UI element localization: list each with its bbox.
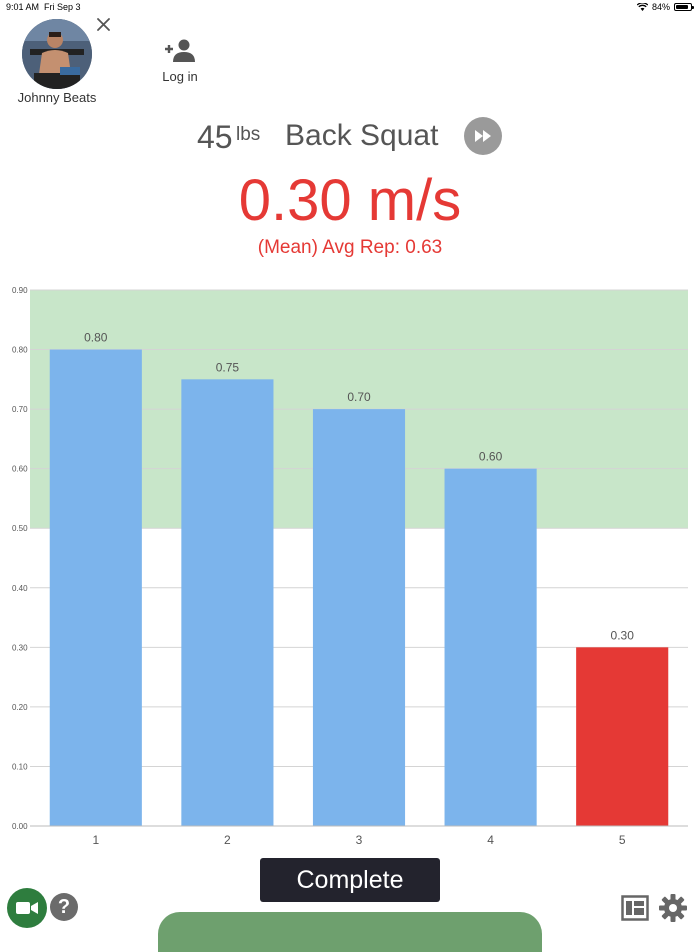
fast-forward-icon — [475, 130, 491, 142]
exercise-name: Back Squat — [285, 119, 439, 152]
bottom-action-bar[interactable] — [158, 912, 542, 952]
complete-button[interactable]: Complete — [260, 858, 440, 902]
battery-icon — [674, 3, 694, 11]
bar — [312, 409, 406, 826]
x-tick-label: 2 — [224, 833, 231, 847]
velocity-bar-chart: 0.00 0.10 0.20 0.30 0.40 0.50 0.60 0.70 0.80 0.90… — [12, 286, 688, 847]
gear-icon — [659, 894, 687, 922]
y-tick-label: 0.90 — [12, 286, 28, 295]
avg-rep-velocity: (Mean) Avg Rep: 0.63 — [257, 237, 443, 258]
help-button[interactable]: ? — [50, 893, 78, 921]
exercise-weight-unit: lbs — [236, 124, 261, 145]
avatar-image — [22, 19, 92, 89]
bar — [181, 379, 274, 826]
login-label: Log in — [162, 69, 198, 84]
battery-percent: 84% — [651, 2, 670, 12]
y-tick-label: 0.60 — [12, 465, 28, 474]
skip-button[interactable] — [464, 117, 502, 155]
settings-button[interactable] — [658, 893, 688, 923]
current-velocity: 0.30 m/s — [238, 168, 462, 233]
x-tick-label: 5 — [619, 833, 626, 847]
avatar[interactable] — [22, 19, 92, 89]
y-tick-label: 0.30 — [12, 643, 28, 652]
y-tick-label: 0.50 — [12, 524, 28, 533]
y-tick-label: 0.70 — [12, 405, 28, 414]
y-tick-label: 0.20 — [12, 703, 28, 712]
close-button[interactable] — [93, 14, 113, 34]
close-icon — [96, 17, 110, 31]
x-tick-label: 4 — [487, 833, 494, 847]
wifi-icon — [636, 3, 648, 11]
bar-value-label: 0.80 — [84, 331, 108, 345]
status-date: Fri Sep 3 — [44, 2, 81, 12]
login-button[interactable]: Log in — [155, 38, 205, 84]
bar — [444, 468, 537, 826]
video-camera-icon — [16, 902, 38, 914]
profile-name: Johnny Beats — [17, 90, 97, 105]
bar-value-label: 0.70 — [347, 390, 371, 404]
help-icon: ? — [57, 895, 71, 918]
x-tick-label: 1 — [92, 833, 99, 847]
exercise-header: 45 lbs Back Squat — [0, 116, 700, 156]
status-time: 9:01 AM — [6, 2, 40, 12]
add-person-icon — [165, 39, 195, 62]
bar-value-label: 0.30 — [611, 628, 635, 642]
status-bar: 9:01 AM Fri Sep 3 84% — [0, 0, 700, 14]
y-tick-label: 0.00 — [12, 822, 28, 831]
x-tick-label: 3 — [356, 833, 363, 847]
bar-value-label: 0.60 — [479, 450, 503, 464]
y-tick-label: 0.10 — [12, 762, 28, 771]
camera-button[interactable] — [7, 888, 47, 928]
bar — [49, 349, 142, 826]
y-tick-label: 0.80 — [12, 346, 28, 355]
layout-button[interactable] — [621, 895, 649, 921]
bar-value-label: 0.75 — [216, 360, 240, 374]
status-right: 84% — [636, 2, 694, 12]
exercise-weight: 45 — [197, 119, 233, 155]
bar — [576, 647, 669, 826]
y-tick-label: 0.40 — [12, 584, 28, 593]
layout-icon — [621, 895, 649, 921]
